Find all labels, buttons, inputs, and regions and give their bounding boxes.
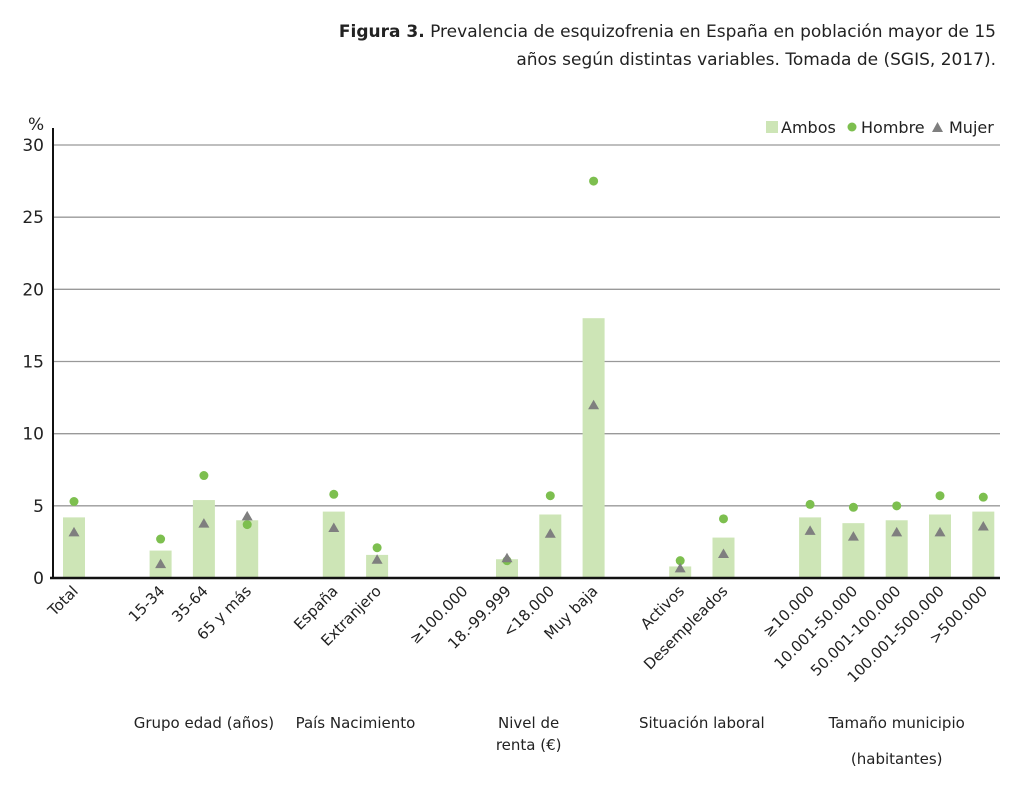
y-tick-label: 0 <box>33 569 44 589</box>
legend-ambos-swatch <box>766 121 778 133</box>
point-mujer <box>934 526 946 537</box>
group-label: País Nacimiento <box>296 714 416 732</box>
point-mujer <box>588 399 600 410</box>
point-hombre <box>156 534 166 544</box>
point-mujer <box>241 510 253 521</box>
legend-hombre-label: Hombre <box>861 118 925 137</box>
point-hombre <box>199 471 209 481</box>
point-mujer <box>674 562 686 573</box>
bar-ambos <box>322 511 345 578</box>
bar-ambos <box>582 318 605 578</box>
point-hombre <box>935 491 945 501</box>
bar-ambos <box>929 514 951 578</box>
caption-text: Prevalencia de esquizofrenia en España e… <box>424 22 996 70</box>
bar-ambos <box>496 559 518 578</box>
point-hombre <box>329 489 339 499</box>
bar-ambos <box>366 554 389 578</box>
legend-mujer-label: Mujer <box>949 118 994 137</box>
x-tick-label: Total <box>44 582 82 620</box>
point-hombre <box>372 543 382 553</box>
point-mujer <box>155 558 167 569</box>
bar-ambos <box>885 520 908 578</box>
point-hombre <box>848 502 858 512</box>
bar-ambos <box>63 517 85 578</box>
group-label: Tamaño municipio <box>828 714 965 732</box>
group-label-line2: (habitantes) <box>851 750 943 768</box>
point-mujer <box>804 525 816 535</box>
point-hombre <box>675 556 685 566</box>
point-mujer <box>718 548 729 558</box>
point-hombre <box>589 176 599 186</box>
group-label: Nivel de <box>498 714 559 732</box>
point-mujer <box>501 552 513 563</box>
point-hombre <box>892 501 902 511</box>
y-tick-label: 10 <box>22 425 44 445</box>
group-label: Situación laboral <box>639 714 765 732</box>
y-axis-label: % <box>28 115 44 135</box>
point-hombre <box>978 492 988 502</box>
point-hombre <box>545 491 555 501</box>
point-mujer <box>198 518 210 528</box>
point-mujer <box>977 521 989 531</box>
y-tick-label: 5 <box>33 497 44 517</box>
bar-ambos <box>799 517 822 578</box>
point-mujer <box>328 522 340 532</box>
group-label: Grupo edad (años) <box>134 714 274 732</box>
point-hombre <box>805 499 815 509</box>
point-mujer <box>847 531 859 541</box>
point-hombre <box>242 520 252 530</box>
y-tick-label: 25 <box>22 208 44 228</box>
bar-ambos <box>539 514 562 578</box>
bar-ambos <box>192 500 215 578</box>
caption-label: Figura 3. <box>338 22 425 42</box>
bar-ambos <box>972 511 995 578</box>
y-tick-label: 20 <box>22 280 44 300</box>
bar-ambos <box>236 520 259 578</box>
point-hombre <box>69 497 79 507</box>
point-mujer <box>371 554 383 564</box>
legend-hombre-marker <box>847 122 857 132</box>
point-hombre <box>719 514 728 524</box>
legend-mujer-marker <box>932 122 943 132</box>
bar-ambos <box>842 523 865 578</box>
point-mujer <box>68 526 80 537</box>
group-label-line2: renta (€) <box>496 736 562 754</box>
y-tick-label: 15 <box>22 353 44 373</box>
point-mujer <box>544 528 556 538</box>
point-mujer <box>891 526 903 537</box>
figure-caption: Figura 3. Prevalencia de esquizofrenia e… <box>296 18 996 74</box>
y-tick-label: 30 <box>22 136 44 156</box>
legend-ambos-label: Ambos <box>781 118 836 137</box>
x-tick-label: 15-34 <box>125 582 169 626</box>
